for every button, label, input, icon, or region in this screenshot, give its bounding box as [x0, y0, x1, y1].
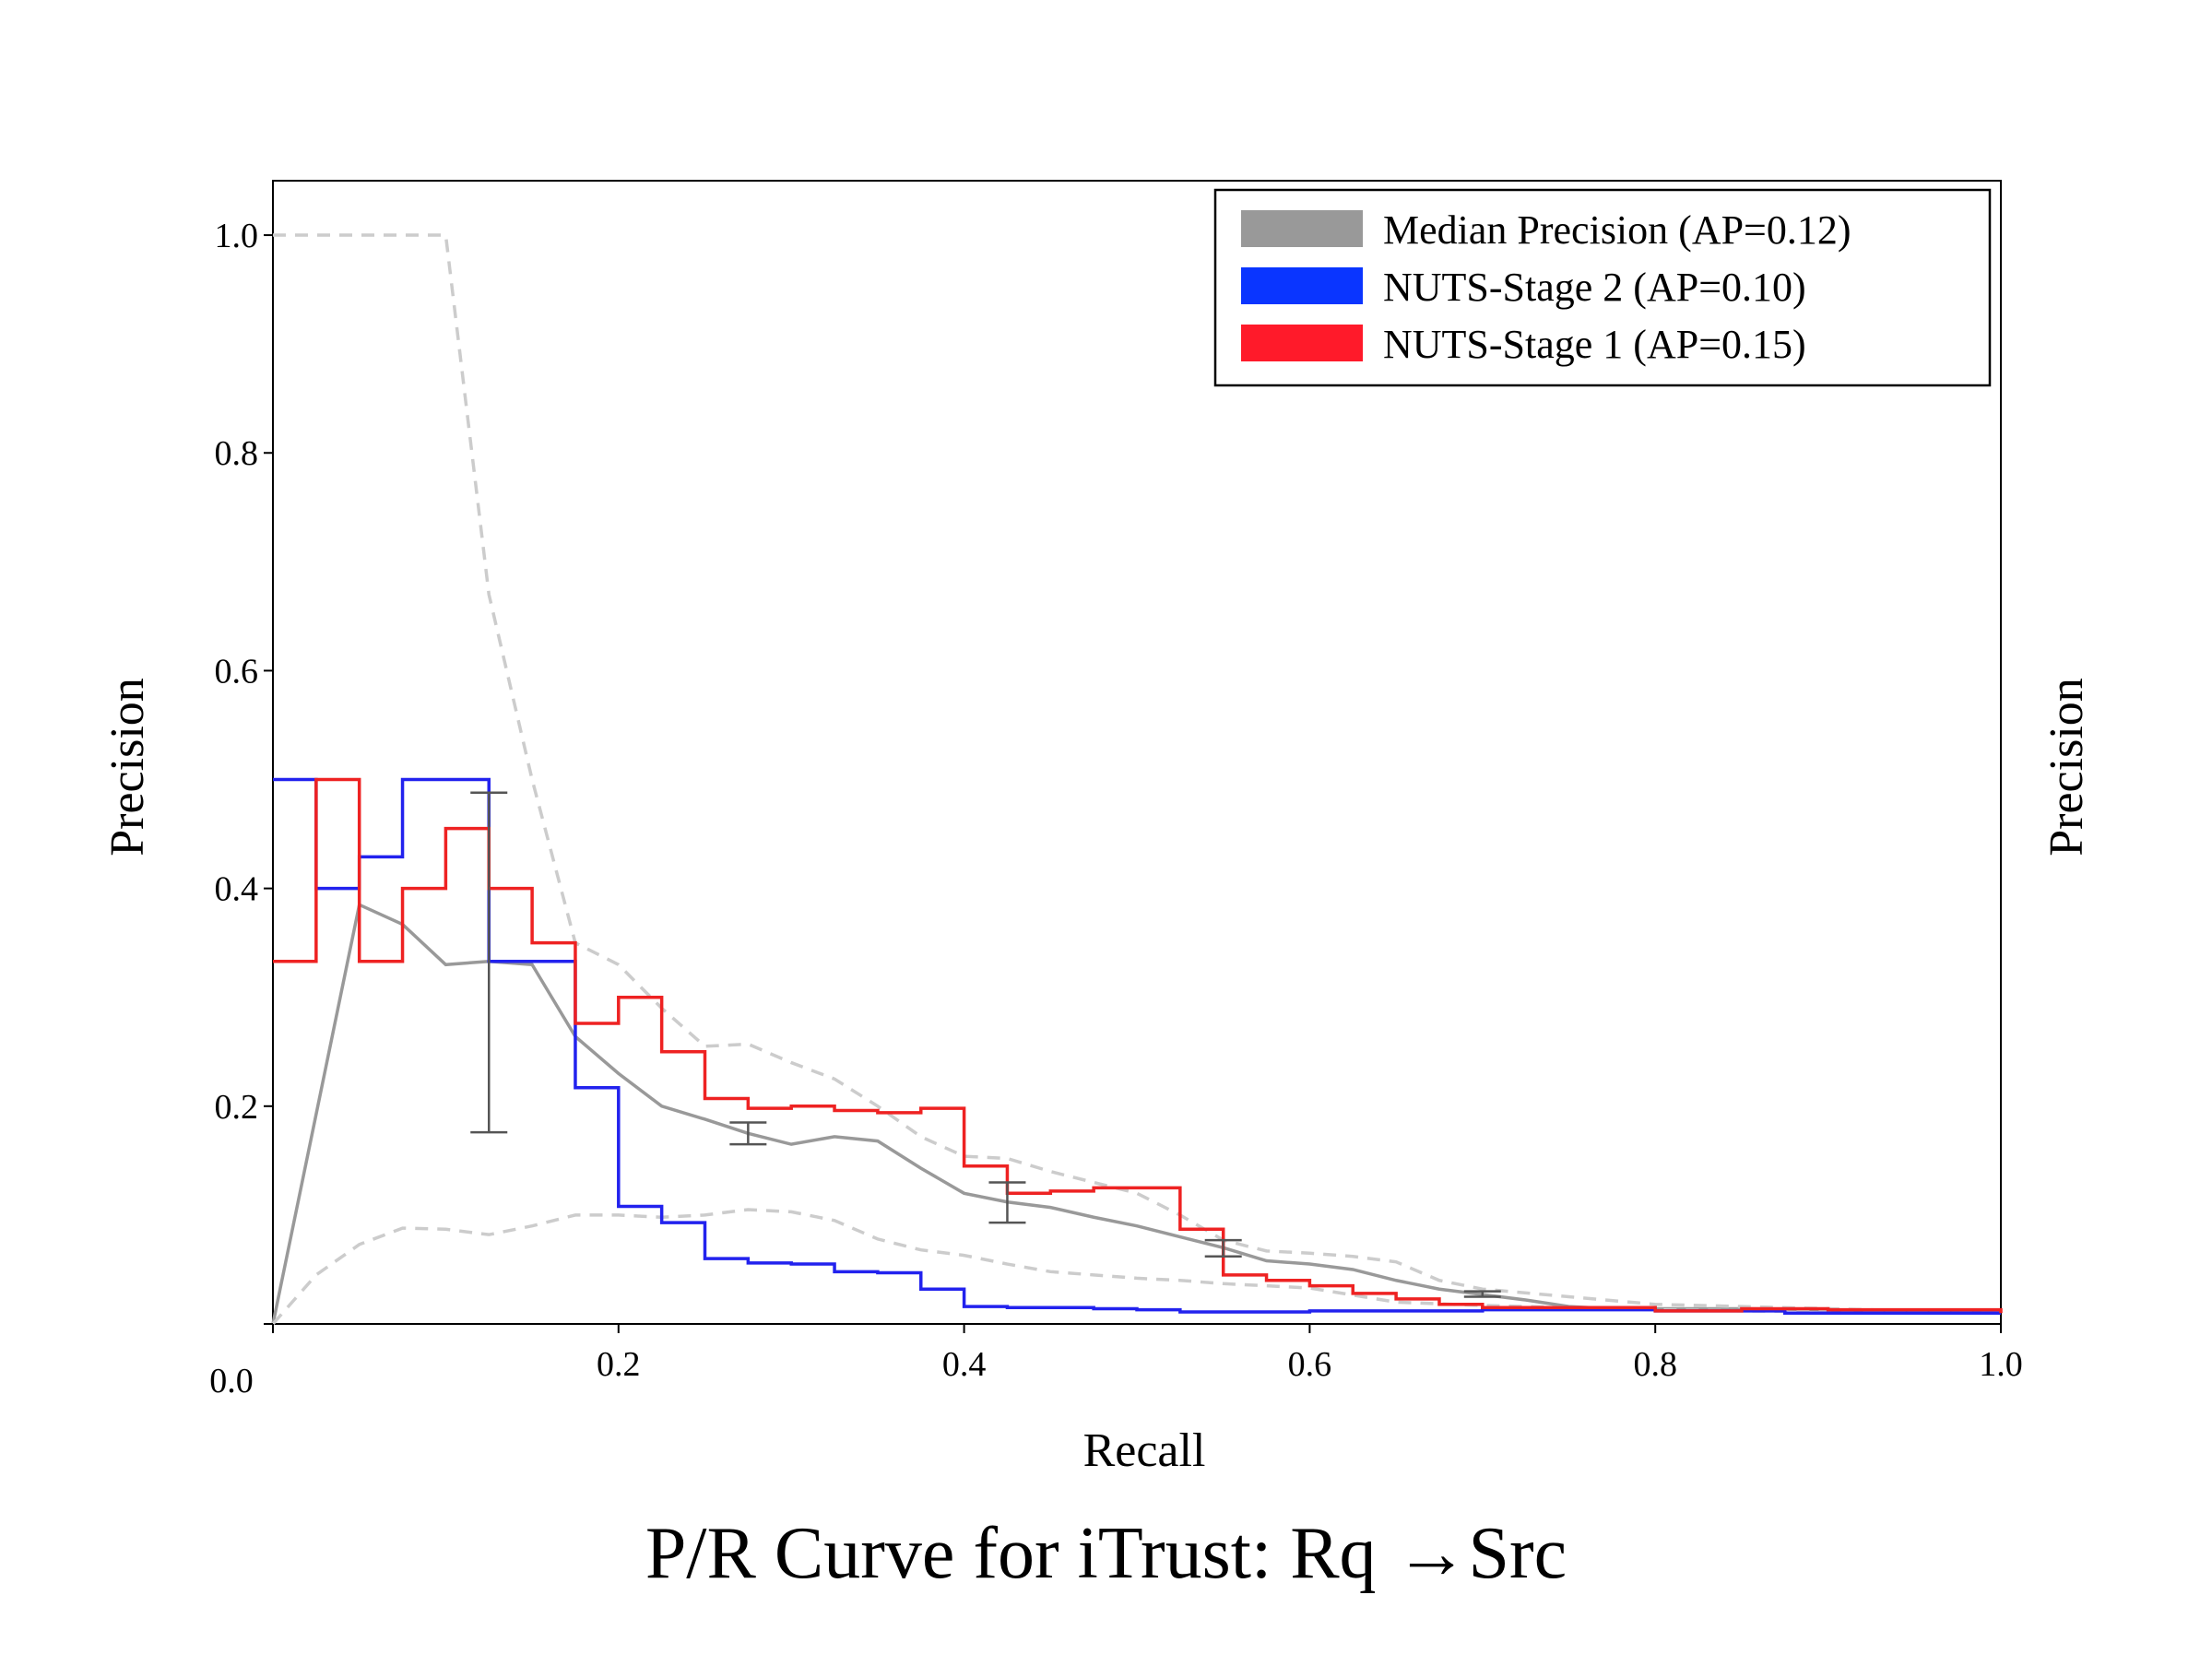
x-tick-label: 0.0: [209, 1362, 254, 1400]
legend-label-stage1: NUTS-Stage 1 (AP=0.15): [1383, 322, 1806, 367]
y-tick-label: 1.0: [215, 217, 259, 255]
y-axis-label: Precision: [101, 678, 154, 857]
series-line-2: [271, 1208, 2002, 1326]
x-tick-label: 0.8: [1633, 1345, 1677, 1384]
x-axis-label: Recall: [1083, 1424, 1206, 1477]
legend-label-median: Median Precision (AP=0.12): [1383, 207, 1851, 253]
y-axis-label-right: Precision: [2040, 678, 2093, 857]
y-tick-label: 0.6: [215, 652, 259, 691]
legend-label-stage2: NUTS-Stage 2 (AP=0.10): [1383, 265, 1806, 310]
legend-swatch-stage1: [1241, 325, 1363, 361]
legend: Median Precision (AP=0.12) NUTS-Stage 2 …: [1213, 188, 1992, 387]
series-line-3: [273, 777, 2001, 1315]
x-tick-label: 0.4: [942, 1345, 987, 1384]
series-line-1: [273, 233, 2002, 1315]
y-tick-label: 0.2: [215, 1088, 259, 1127]
plot-frame: [272, 180, 2002, 1325]
y-tick-label: 0.8: [215, 434, 259, 473]
y-tick-label: 0.4: [215, 870, 259, 909]
x-axis-ticks: 0.0 0.2 0.4 0.6 0.8 1.0: [209, 1324, 2023, 1400]
y-axis-ticks: 0.2 0.4 0.6 0.8 1.0: [215, 217, 273, 1325]
series-layer: [271, 233, 2003, 1326]
series-line-4: [273, 777, 2003, 1314]
figure-title: P/R Curve for iTrust: Rq →Src: [645, 1513, 1567, 1594]
x-tick-label: 0.6: [1288, 1345, 1332, 1384]
plot-area: [271, 180, 2003, 1326]
x-tick-label: 1.0: [1979, 1345, 2023, 1384]
error-bars: [470, 791, 1501, 1298]
series-line-0: [271, 902, 2002, 1325]
legend-swatch-median: [1241, 210, 1363, 247]
legend-swatch-stage2: [1241, 267, 1363, 304]
x-tick-label: 0.2: [597, 1345, 641, 1384]
